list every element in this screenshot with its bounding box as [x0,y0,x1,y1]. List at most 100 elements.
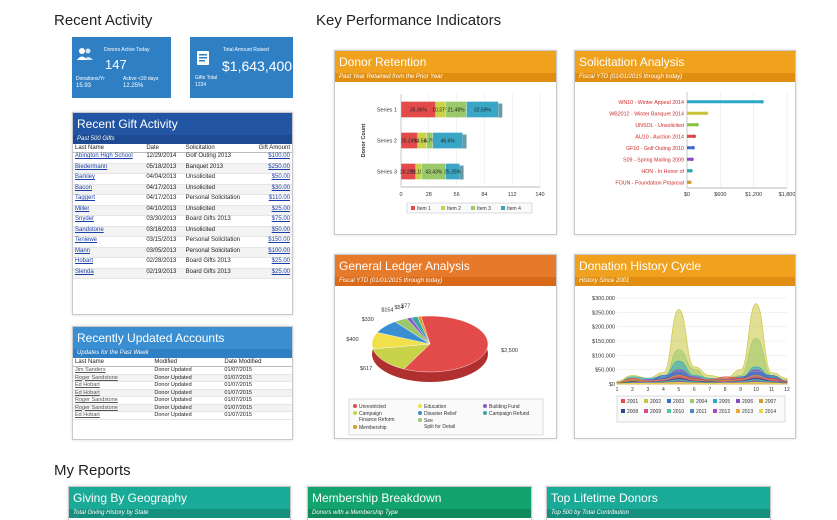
gift-amount-link[interactable]: $25.00 [251,268,292,279]
gift-solicitation: Board Gifts 2013 [183,257,252,269]
gift-amount-link[interactable]: $50.00 [251,173,292,185]
donors-active-tile[interactable]: Donors Active Today 147 Donations/Yr 15.… [72,37,171,98]
slice-label: $77 [401,304,410,310]
x-tick-label: 6 [693,387,696,393]
donor-name-link[interactable]: Miller [73,205,145,216]
bar-cap [695,122,699,127]
bar [687,100,762,104]
account-name-link[interactable]: Ed Hobart [73,389,153,397]
gift-amount-link[interactable]: $25.00 [251,205,292,216]
slice-label: $400 [346,337,358,343]
donation-history-panel: Donation History Cycle History Since 200… [574,254,796,439]
gift-amount-link[interactable]: $30.00 [251,184,292,195]
account-name-link[interactable]: Roger Sandstone [73,404,153,412]
gift-amount-link[interactable]: $50.00 [251,226,292,237]
legend-swatch [418,411,422,415]
donor-name-link[interactable]: Teniewe [73,236,145,248]
legend-swatch [736,399,740,403]
legend-swatch [759,399,763,403]
gift-amount-link[interactable]: $25.00 [251,257,292,269]
gift-solicitation: Unsolicited [183,184,252,195]
category-label: FOUN - Foundation Proposal [615,180,684,186]
amount-raised-value: $1,643,400 [222,58,293,74]
report-card-top-donors[interactable]: Top Lifetime Donors Top 500 by Total Con… [546,486,771,520]
x-tick-label: 5 [677,387,680,393]
bar [687,123,697,127]
legend-label: Disaster Relief [424,411,457,417]
account-modified: Donor Updated [152,396,223,405]
gift-amount-link[interactable]: $75.00 [251,215,292,227]
legend-swatch [483,404,487,408]
donor-name-link[interactable]: Sandstone [73,226,145,237]
gift-solicitation: Banquet 2013 [183,163,252,174]
y-tick-label: $150,000 [592,339,615,345]
gift-date: 03/16/2013 [144,226,184,237]
legend-label: Item 2 [447,206,461,212]
report-card-membership[interactable]: Membership Breakdown Donors with a Membe… [307,486,532,520]
gift-amount-link[interactable]: $100.00 [251,247,292,258]
amount-raised-label: Total Amount Raised [223,47,269,53]
account-name-link[interactable]: Ed Hobart [73,381,153,390]
general-ledger-subtitle: Fiscal YTD (01/01/2015 through today) [335,277,556,286]
donor-name-link[interactable]: Barkley [73,173,145,185]
data-label: 14.56% [414,139,432,145]
donor-name-link[interactable]: Taggert [73,194,145,206]
column-header: Solicitation [183,144,252,153]
donations-yr-value: 15.93 [76,83,92,89]
account-name-link[interactable]: Roger Sandstone [73,396,153,405]
donor-name-link[interactable]: Slenda [73,268,145,279]
donor-retention-chart: 0 28 56 84 112 140 Donor Count Series 1 35.36% 10… [361,94,545,214]
x-tick-label: $1,200 [745,192,762,198]
bar [687,146,694,150]
category-label: S09 - Spring Mailing 2009 [623,157,684,163]
gift-amount-link[interactable]: $150.00 [251,236,292,248]
general-ledger-title: General Ledger Analysis [335,255,556,277]
legend-label: Item 1 [417,206,431,212]
recent-activity-heading: Recent Activity [54,12,153,29]
account-name-link[interactable]: Jim Sanders [73,366,153,375]
donor-name-link[interactable]: Abington High School [73,152,145,164]
account-modified: Donor Updated [152,381,223,390]
data-label: 35.36% [410,108,428,114]
account-name-link[interactable]: Ed Hobart [73,411,153,420]
gift-date: 02/28/2013 [144,257,184,269]
amount-raised-tile[interactable]: Total Amount Raised $1,643,400 Gifts Tot… [190,37,293,98]
legend-label: See [424,418,433,424]
donations-yr-label: Donations/Yr [76,76,105,82]
category-label: Series 1 [377,108,397,114]
y-tick-label: $200,000 [592,325,615,331]
general-ledger-panel: General Ledger Analysis Fiscal YTD (01/0… [334,254,557,439]
report-card-geography[interactable]: Giving By Geography Total Giving History… [68,486,291,520]
my-reports-heading: My Reports [54,462,131,479]
donor-name-link[interactable]: Biedermann [73,163,145,174]
active-30-label: Active <30 days [123,76,159,82]
x-tick-label: $600 [714,192,726,198]
data-label: 20.26% [400,170,418,176]
gift-amount-link[interactable]: $110.00 [251,194,292,206]
x-tick-label: 28 [426,192,432,198]
gifts-total-value: 1234 [195,82,207,88]
bar [687,111,707,115]
pie-slice [403,315,489,373]
gift-amount-link[interactable]: $250.00 [251,163,292,174]
gift-date: 05/18/2013 [144,163,184,174]
legend-swatch [667,399,671,403]
bar-cap [760,99,764,104]
table-row: Roger Sandstone Donor Updated 01/07/2015 [73,396,292,405]
donor-name-link[interactable]: Bacon [73,184,145,195]
legend-swatch [353,425,357,429]
general-ledger-chart: $2,500 $617 $400 $330 $154 $54$77 Unrestricted… [346,304,544,436]
column-header: Last Name [73,144,145,153]
donor-name-link[interactable]: Snyder [73,215,145,227]
x-tick-label: $0 [684,192,690,198]
data-label: 46.6% [441,139,456,145]
account-name-link[interactable]: Roger Sandstone [73,374,153,382]
donor-name-link[interactable]: Mann [73,247,145,258]
gift-solicitation: Golf Outing 2013 [183,152,252,164]
x-tick-label: 4 [662,387,665,393]
solicitation-subtitle: Fiscal YTD (01/01/2015 through today) [575,73,795,82]
gift-amount-link[interactable]: $100.00 [251,152,292,164]
legend-label: 2011 [696,409,707,415]
donor-name-link[interactable]: Hobart [73,257,145,269]
data-label: 43.43% [425,170,443,176]
